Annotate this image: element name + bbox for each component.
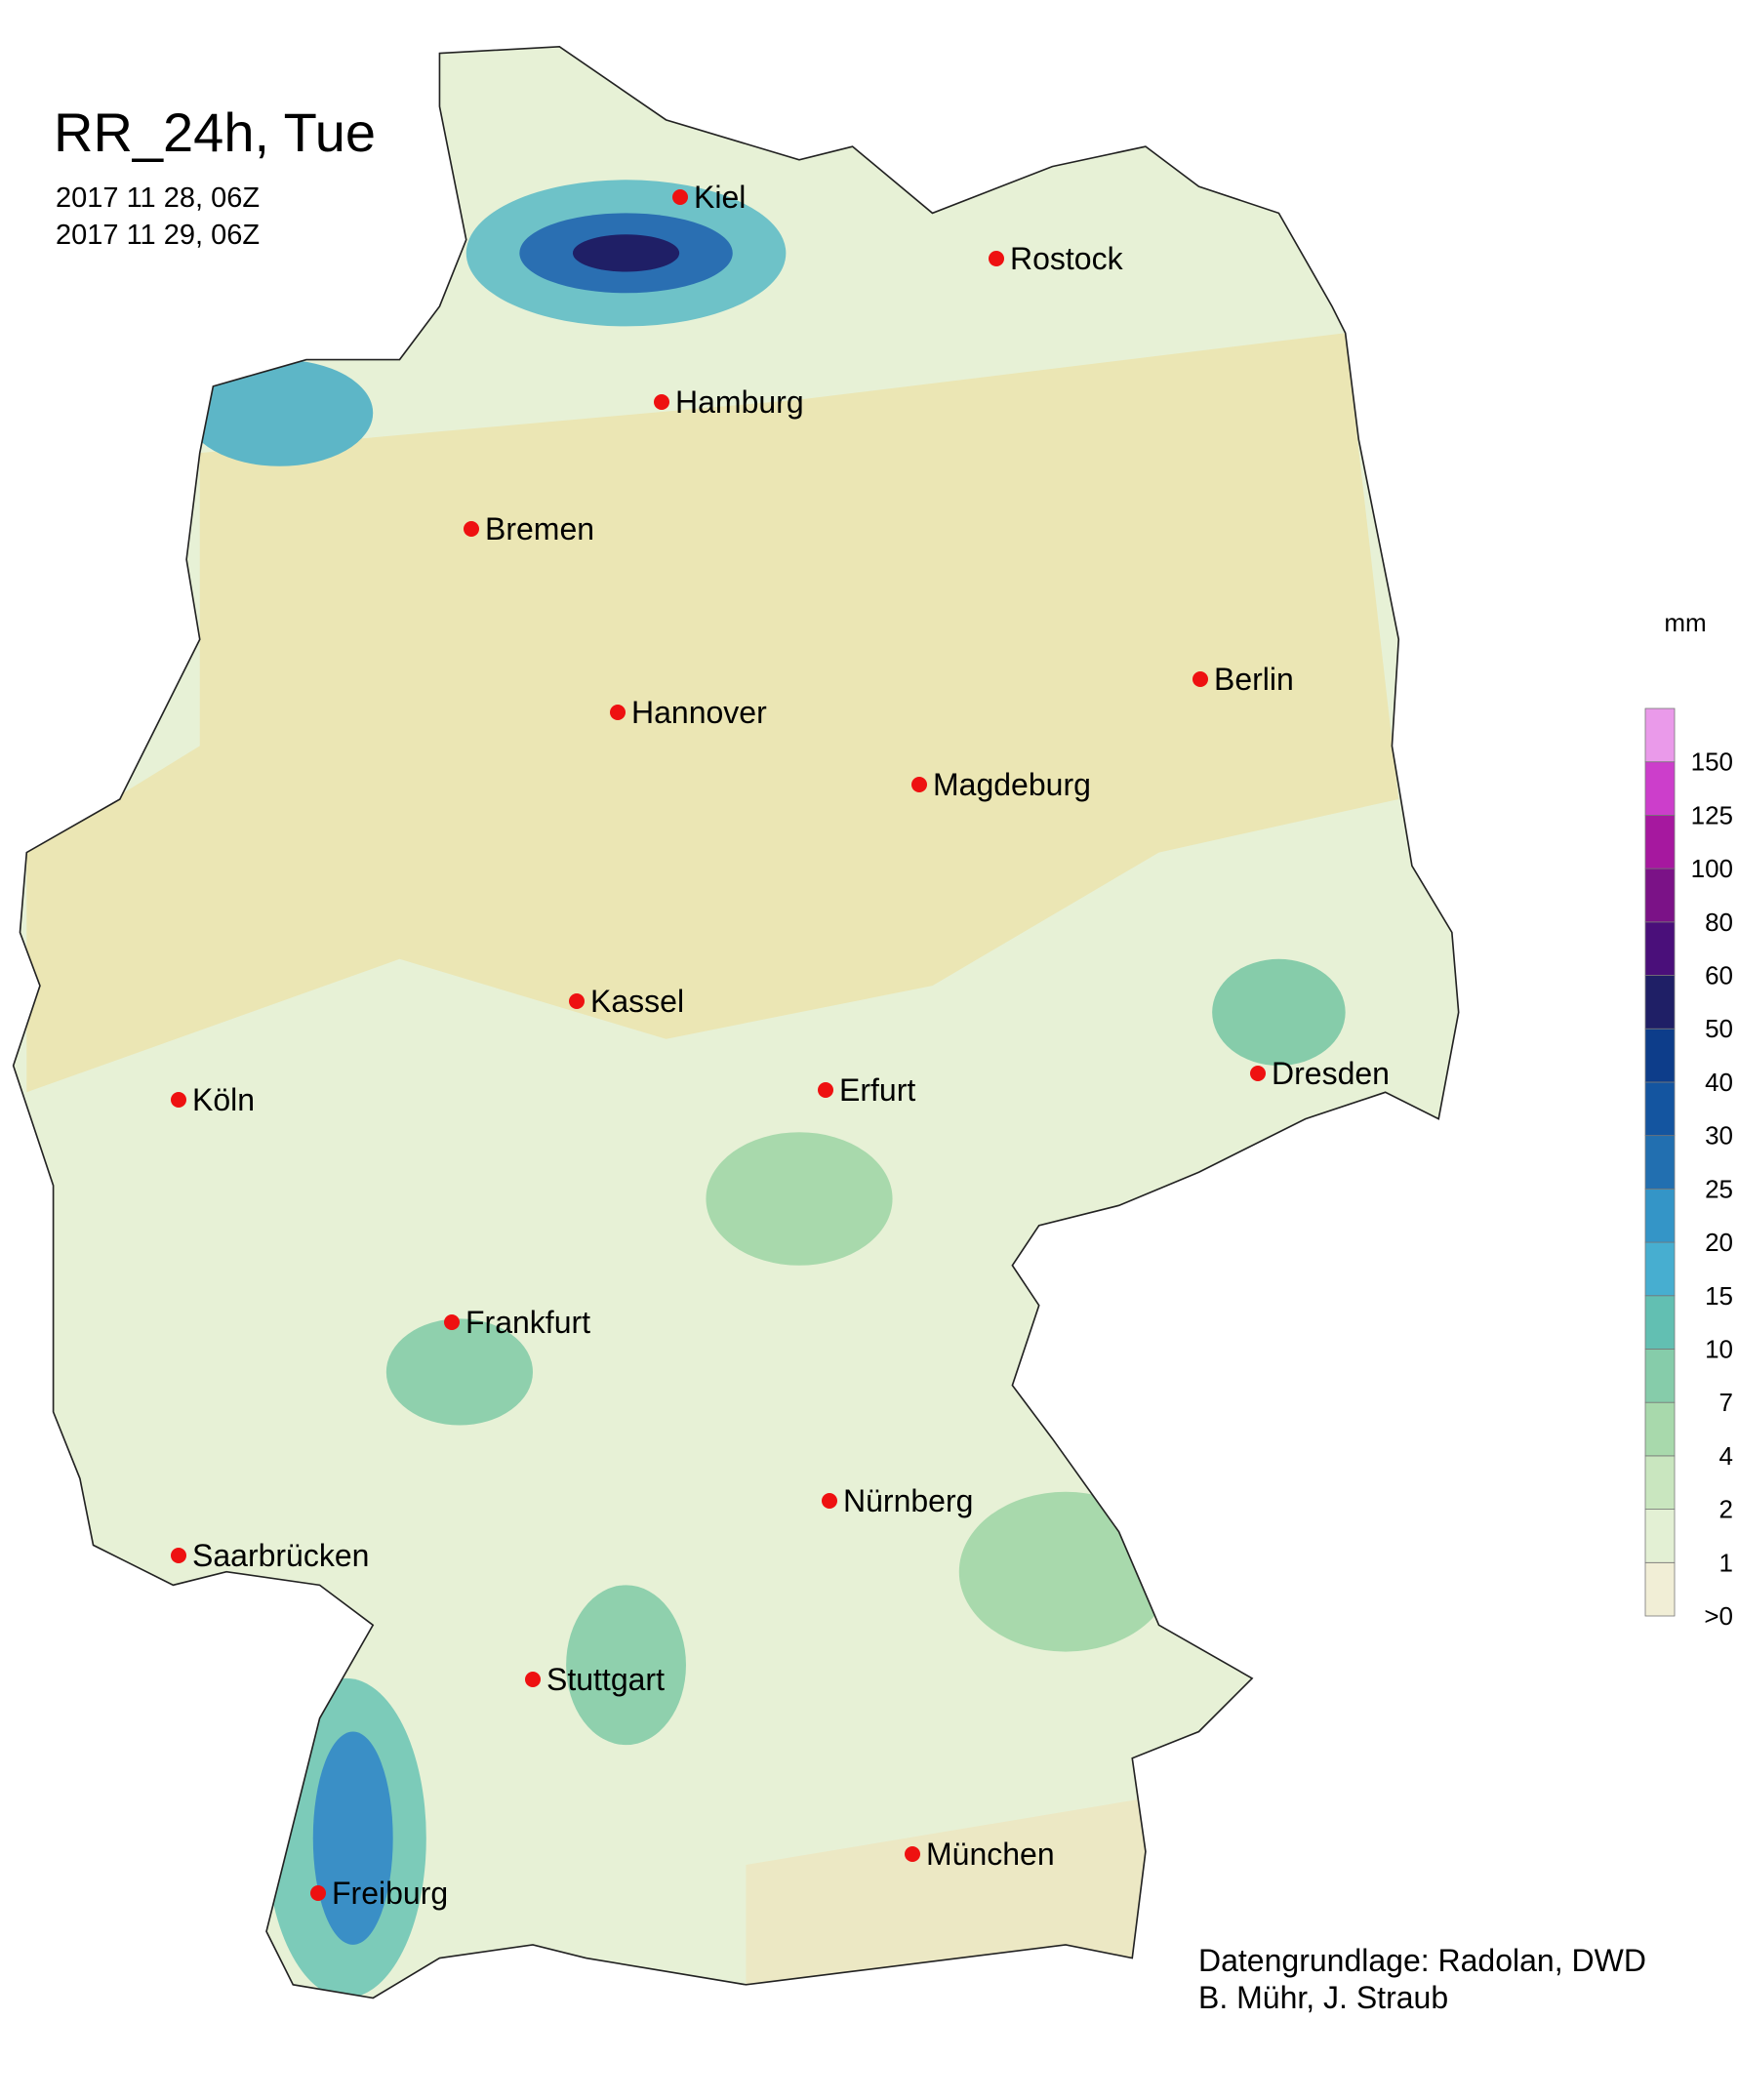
city-label: Dresden [1272,1056,1390,1091]
legend-swatch [1644,1081,1676,1137]
legend-swatch [1644,868,1676,923]
legend-swatch [1644,815,1676,869]
city-label: Hannover [631,695,767,730]
city-dot [525,1672,541,1687]
city-dot [569,993,585,1009]
city-dot [911,777,927,792]
legend-label: 2 [1719,1495,1733,1524]
city-label: Bremen [485,511,594,546]
legend-swatch [1644,921,1676,976]
city-dot [654,394,669,410]
city-dot [464,521,479,537]
legend-swatch [1644,975,1676,1030]
legend-swatch [1644,1509,1676,1563]
city-label: Nürnberg [843,1483,973,1518]
legend-label: 7 [1719,1388,1733,1417]
legend-label: 50 [1705,1014,1733,1043]
legend-swatch [1644,1295,1676,1350]
legend-label: 150 [1691,747,1733,777]
legend-label: 25 [1705,1174,1733,1203]
date: 2017 11 28, 06Z [56,182,260,214]
city-label: Erfurt [839,1072,915,1108]
city-dot [989,251,1004,266]
legend-swatch [1644,1188,1676,1243]
city-dot [1192,671,1208,687]
city-dot [310,1885,326,1901]
city-dot [171,1548,186,1563]
city-label: Kiel [694,180,746,215]
date: 2017 11 29, 06Z [56,220,260,251]
legend-label: 40 [1705,1068,1733,1097]
city-dot [1250,1066,1266,1081]
legend-swatch [1644,1455,1676,1510]
legend-swatch [1644,707,1676,763]
legend-label: 10 [1705,1334,1733,1363]
legend-label: 20 [1705,1228,1733,1257]
legend-label: 30 [1705,1121,1733,1151]
legend-swatch [1644,761,1676,816]
city-label: Magdeburg [933,767,1091,802]
legend-swatch [1644,1135,1676,1190]
city-dot [905,1846,920,1862]
legend-swatch [1644,1401,1676,1457]
city-dot [610,705,626,720]
legend-swatch [1644,1241,1676,1297]
legend-label: 100 [1691,854,1733,883]
legend-label: 1 [1719,1548,1733,1577]
legend-label: 4 [1719,1441,1733,1471]
city-label: Stuttgart [546,1662,665,1697]
city-label: Kassel [590,984,684,1019]
credit: Datengrundlage: Radolan, DWD [1198,1943,1646,1978]
legend-label: >0 [1704,1601,1733,1631]
city-label: München [926,1837,1055,1872]
credit: B. Mühr, J. Straub [1198,1980,1448,2015]
city-label: Berlin [1214,662,1294,697]
legend-label: 125 [1691,800,1733,829]
city-label: Freiburg [332,1876,448,1911]
legend-label: 60 [1705,961,1733,990]
city-dot [444,1314,460,1330]
city-label: Rostock [1010,241,1124,276]
legend-swatch [1644,1349,1676,1403]
precip-field [13,46,1459,1999]
city-label: Hamburg [675,384,804,420]
legend-swatch [1644,1028,1676,1083]
city-label: Saarbrücken [192,1538,369,1573]
legend-label: 15 [1705,1281,1733,1311]
legend-label: 80 [1705,908,1733,937]
city-label: Frankfurt [465,1305,590,1340]
city-dot [171,1092,186,1108]
city-dot [822,1493,837,1509]
legend-swatch [1644,1561,1676,1617]
city-dot [818,1082,833,1098]
title: RR_24h, Tue [54,101,376,163]
legend-unit: mm [1664,608,1706,637]
city-dot [672,189,688,205]
city-label: Köln [192,1082,255,1117]
